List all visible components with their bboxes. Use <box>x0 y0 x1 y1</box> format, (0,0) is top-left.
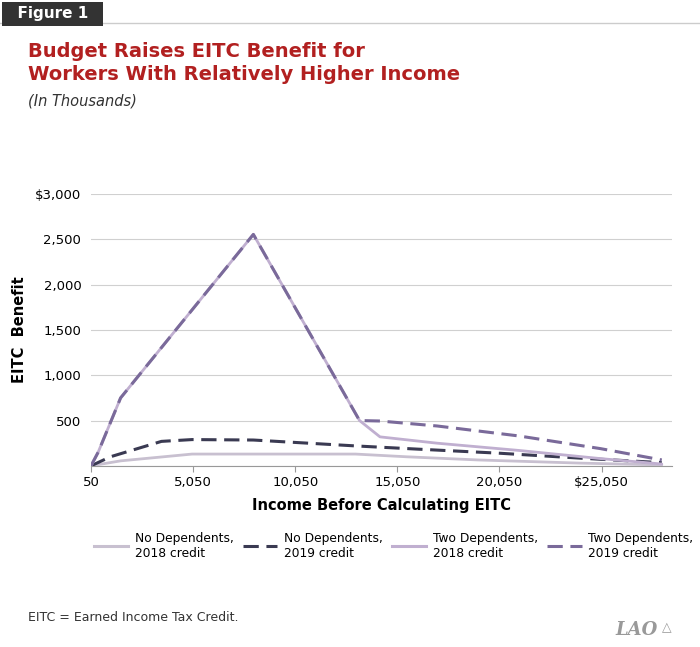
Y-axis label: EITC  Benefit: EITC Benefit <box>12 277 27 383</box>
Text: LAO: LAO <box>616 621 658 639</box>
Text: △: △ <box>662 621 671 634</box>
Text: (In Thousands): (In Thousands) <box>28 94 137 109</box>
Text: Budget Raises EITC Benefit for
Workers With Relatively Higher Income: Budget Raises EITC Benefit for Workers W… <box>28 42 460 84</box>
Text: EITC = Earned Income Tax Credit.: EITC = Earned Income Tax Credit. <box>28 611 239 624</box>
X-axis label: Income Before Calculating EITC: Income Before Calculating EITC <box>252 498 511 512</box>
Legend: No Dependents,
2018 credit, No Dependents,
2019 credit, Two Dependents,
2018 cre: No Dependents, 2018 credit, No Dependent… <box>94 532 693 560</box>
Text: Figure 1: Figure 1 <box>7 6 99 21</box>
